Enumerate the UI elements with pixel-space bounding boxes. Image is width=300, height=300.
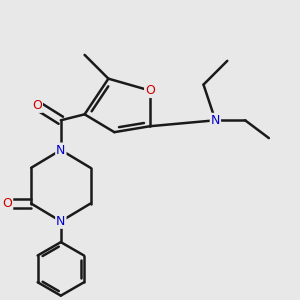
Text: O: O	[2, 197, 12, 210]
Text: N: N	[211, 114, 220, 127]
Text: O: O	[145, 84, 155, 97]
Text: O: O	[32, 99, 42, 112]
Text: N: N	[56, 143, 65, 157]
Text: N: N	[56, 215, 65, 228]
